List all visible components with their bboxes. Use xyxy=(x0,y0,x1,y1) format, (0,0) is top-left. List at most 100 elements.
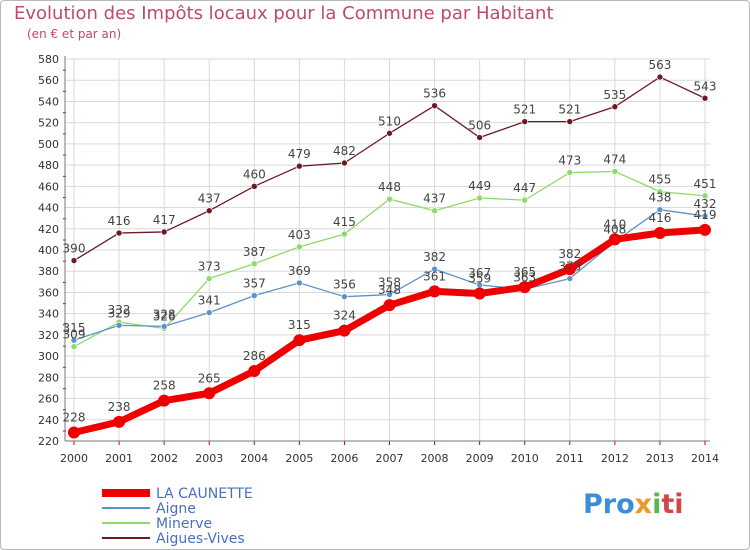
data-label: 506 xyxy=(468,119,491,133)
data-point xyxy=(115,322,123,329)
data-label: 451 xyxy=(694,177,717,191)
data-point xyxy=(158,394,171,407)
data-label: 367 xyxy=(468,266,491,280)
data-label: 363 xyxy=(513,270,536,284)
data-label: 455 xyxy=(648,173,671,187)
data-label: 419 xyxy=(694,208,717,222)
data-label: 479 xyxy=(288,147,311,161)
data-point xyxy=(70,336,78,344)
data-label: 358 xyxy=(378,276,401,290)
y-tick-label: 240 xyxy=(38,414,59,427)
data-point xyxy=(70,343,78,350)
data-point xyxy=(521,118,529,125)
data-point xyxy=(566,275,574,282)
data-point xyxy=(656,73,664,81)
data-label: 437 xyxy=(423,192,446,206)
data-point xyxy=(701,94,709,102)
y-tick-label: 400 xyxy=(38,244,59,257)
data-label: 361 xyxy=(423,269,446,283)
data-label: 536 xyxy=(423,87,446,101)
legend-label: Minerve xyxy=(156,516,212,532)
data-point xyxy=(341,159,348,167)
data-point xyxy=(656,206,664,213)
data-label: 286 xyxy=(243,349,266,363)
data-point xyxy=(160,228,168,236)
data-label: 410 xyxy=(603,217,626,231)
data-point xyxy=(653,227,666,240)
data-point xyxy=(608,233,621,246)
x-tick-label: 2000 xyxy=(60,452,88,465)
x-tick-label: 2005 xyxy=(285,452,313,465)
y-tick-label: 420 xyxy=(38,223,59,236)
data-label: 365 xyxy=(513,265,536,279)
data-point xyxy=(701,192,709,200)
x-tick-label: 2002 xyxy=(150,452,178,465)
data-label: 447 xyxy=(513,181,536,195)
data-label: 324 xyxy=(333,309,356,323)
x-tick-label: 2001 xyxy=(105,452,133,465)
data-label: 315 xyxy=(288,318,311,332)
data-label: 348 xyxy=(378,283,401,297)
data-label: 510 xyxy=(378,114,401,128)
data-label: 332 xyxy=(108,303,131,317)
data-point xyxy=(476,194,483,202)
data-label: 417 xyxy=(153,213,176,227)
data-point xyxy=(160,323,168,330)
data-label: 238 xyxy=(108,400,131,414)
data-point xyxy=(203,387,216,400)
data-point xyxy=(70,257,78,264)
data-point xyxy=(566,118,574,125)
y-tick-label: 220 xyxy=(38,435,59,448)
data-label: 315 xyxy=(63,321,86,335)
data-label: 390 xyxy=(63,242,86,256)
x-tick-label: 2011 xyxy=(556,452,584,465)
data-label: 403 xyxy=(288,228,311,242)
data-label: 521 xyxy=(513,103,536,117)
data-point xyxy=(611,103,619,111)
data-point xyxy=(205,309,213,316)
data-label: 329 xyxy=(108,306,131,320)
y-tick-label: 460 xyxy=(38,180,59,193)
chart-subtitle: (en € et par an) xyxy=(27,27,122,41)
data-point xyxy=(341,293,348,300)
y-tick-label: 540 xyxy=(38,95,59,108)
legend-label: Aigues-Vives xyxy=(156,531,245,547)
logo-part: Pro xyxy=(583,489,635,520)
chart-title: Evolution des Impôts locaux pour la Comm… xyxy=(14,3,554,24)
data-point xyxy=(248,364,261,377)
data-point xyxy=(383,299,396,312)
data-point xyxy=(476,134,483,141)
data-label: 415 xyxy=(333,215,356,229)
x-tick-label: 2009 xyxy=(466,452,494,465)
legend-label: LA CAUNETTE xyxy=(156,486,253,502)
data-point xyxy=(338,324,351,337)
y-tick-label: 480 xyxy=(38,159,59,172)
data-label: 449 xyxy=(468,179,491,193)
data-label: 382 xyxy=(558,247,581,261)
data-label: 373 xyxy=(558,260,581,274)
y-tick-label: 260 xyxy=(38,393,59,406)
data-label: 309 xyxy=(63,328,86,342)
data-label: 356 xyxy=(333,278,356,292)
y-tick-label: 580 xyxy=(38,53,59,66)
data-point xyxy=(205,207,213,215)
data-point xyxy=(250,183,258,190)
proxiti-logo: Proxiti xyxy=(583,489,684,520)
data-label: 448 xyxy=(378,180,401,194)
data-label: 408 xyxy=(603,223,626,237)
data-point xyxy=(113,415,126,428)
data-label: 563 xyxy=(648,58,671,72)
legend-label: Aigne xyxy=(156,501,196,517)
data-label: 359 xyxy=(468,272,491,286)
y-tick-label: 560 xyxy=(38,74,59,87)
data-point xyxy=(701,212,709,220)
data-point xyxy=(518,281,531,294)
data-label: 341 xyxy=(198,294,221,308)
data-point xyxy=(428,285,441,298)
data-label: 382 xyxy=(423,250,446,264)
y-tick-label: 360 xyxy=(38,286,59,299)
data-point xyxy=(699,223,711,236)
y-tick-label: 500 xyxy=(38,138,59,151)
